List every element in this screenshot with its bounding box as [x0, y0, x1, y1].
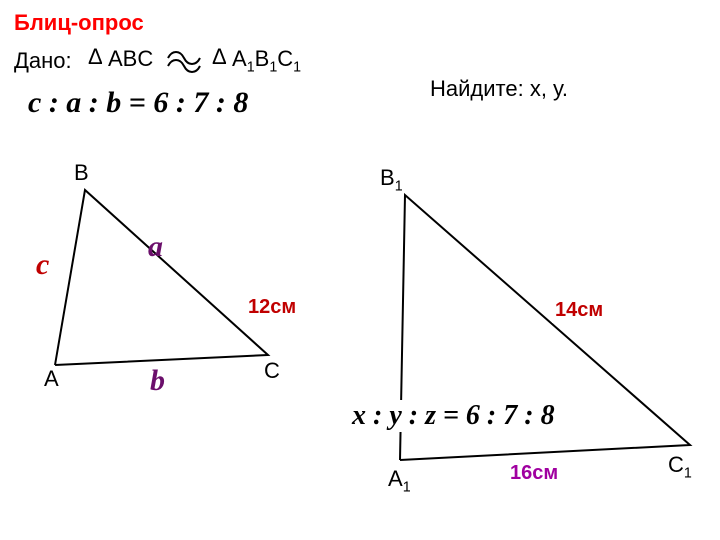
vertex-c1: C1 [668, 452, 692, 481]
vertex-b1: B1 [380, 165, 403, 194]
vertex-c1-letter: C [668, 452, 684, 477]
vertex-c1-sub: 1 [684, 465, 692, 481]
measure-16: 16см [510, 462, 558, 485]
vertex-b1-sub: 1 [395, 178, 403, 194]
vertex-a1-sub: 1 [403, 479, 411, 495]
measure-14: 14см [552, 298, 606, 323]
triangle-a1b1c1 [0, 0, 720, 540]
vertex-b1-letter: B [380, 165, 395, 190]
vertex-a1: A1 [388, 466, 411, 495]
vertex-a1-letter: A [388, 466, 403, 491]
ratio-xyz: x : y : z = 6 : 7 : 8 [350, 400, 557, 432]
